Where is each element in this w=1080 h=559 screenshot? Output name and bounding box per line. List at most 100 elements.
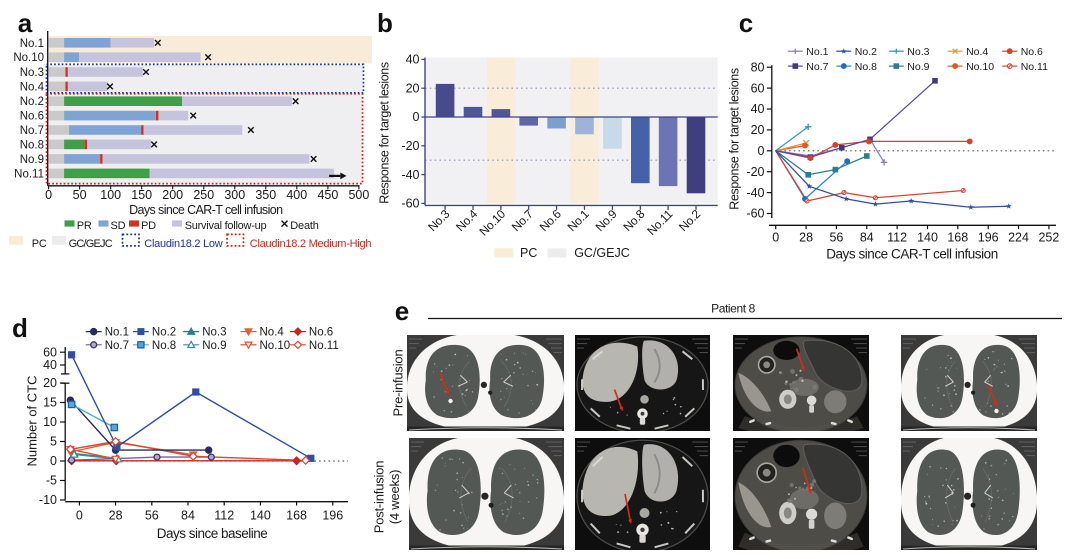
svg-text:-10: -10 (39, 493, 57, 507)
svg-text:No.10: No.10 (966, 61, 994, 73)
svg-text:196: 196 (322, 509, 343, 523)
svg-text:No.6: No.6 (309, 327, 333, 339)
svg-text:No.2: No.2 (20, 96, 44, 108)
svg-text:450: 450 (317, 188, 338, 202)
svg-text:No.11: No.11 (14, 168, 44, 180)
svg-text:PC: PC (520, 246, 537, 260)
svg-text:No.1: No.1 (20, 38, 44, 50)
svg-text:20: 20 (406, 81, 420, 95)
svg-text:GC/GEJC: GC/GEJC (574, 246, 630, 260)
svg-text:e: e (395, 296, 409, 326)
svg-text:80: 80 (751, 60, 765, 74)
svg-text:-40: -40 (746, 186, 764, 200)
svg-text:40: 40 (751, 102, 765, 116)
svg-text:No.4: No.4 (966, 46, 988, 58)
svg-text:84: 84 (181, 509, 195, 523)
svg-text:a: a (18, 8, 33, 38)
svg-text:No.6: No.6 (20, 111, 44, 123)
svg-text:150: 150 (131, 188, 152, 202)
svg-text:No.7: No.7 (20, 125, 44, 137)
svg-text:No.2: No.2 (855, 46, 877, 58)
svg-text:40: 40 (406, 53, 420, 67)
svg-text:No.10: No.10 (13, 52, 44, 64)
svg-text:300: 300 (224, 188, 245, 202)
svg-text:No.2: No.2 (152, 327, 176, 339)
svg-text:224: 224 (1008, 231, 1029, 245)
svg-text:250: 250 (193, 188, 214, 202)
svg-text:SD: SD (111, 220, 126, 232)
svg-text:-20: -20 (401, 139, 419, 153)
svg-text:Days since CAR-T cell infusion: Days since CAR-T cell infusion (826, 247, 998, 262)
svg-text:60: 60 (43, 345, 57, 359)
svg-text:d: d (12, 313, 28, 343)
svg-text:400: 400 (286, 188, 307, 202)
svg-text:No.7: No.7 (806, 61, 828, 73)
svg-text:No.10: No.10 (260, 340, 291, 352)
svg-text:No.1: No.1 (105, 327, 129, 339)
svg-text:56: 56 (145, 509, 159, 523)
svg-text:200: 200 (162, 188, 183, 202)
svg-text:No.4: No.4 (20, 81, 45, 93)
svg-text:10: 10 (43, 415, 57, 429)
svg-text:100: 100 (100, 188, 121, 202)
svg-text:No.1: No.1 (806, 46, 828, 58)
svg-text:No.7: No.7 (105, 340, 129, 352)
svg-text:0: 0 (50, 454, 57, 468)
svg-text:No.8: No.8 (855, 61, 877, 73)
svg-text:Days since CAR-T cell infusion: Days since CAR-T cell infusion (129, 203, 283, 217)
svg-text:196: 196 (978, 231, 999, 245)
svg-text:350: 350 (255, 188, 276, 202)
svg-text:168: 168 (947, 231, 968, 245)
svg-text:112: 112 (214, 509, 234, 523)
svg-text:b: b (377, 8, 393, 38)
svg-text:40: 40 (43, 358, 57, 372)
svg-text:60: 60 (751, 81, 765, 95)
svg-text:No.9: No.9 (907, 61, 929, 73)
svg-text:Claudin18.2 Low: Claudin18.2 Low (144, 238, 223, 250)
svg-text:28: 28 (109, 509, 123, 523)
svg-text:No.6: No.6 (1021, 46, 1043, 58)
svg-text:0: 0 (772, 231, 779, 245)
svg-text:15: 15 (43, 396, 57, 410)
svg-text:20: 20 (751, 123, 765, 137)
svg-text:Survival follow-up: Survival follow-up (185, 220, 267, 232)
svg-text:-20: -20 (746, 165, 764, 179)
svg-text:Days since baseline: Days since baseline (157, 526, 268, 541)
svg-text:-60: -60 (401, 197, 419, 211)
svg-text:56: 56 (829, 231, 843, 245)
svg-text:PC: PC (32, 238, 47, 250)
svg-text:Response for target lesions: Response for target lesions (378, 62, 392, 204)
svg-text:No.3: No.3 (202, 327, 226, 339)
svg-text:Patient 8: Patient 8 (711, 302, 755, 316)
svg-text:0: 0 (758, 144, 765, 158)
svg-text:PR: PR (77, 220, 92, 232)
svg-text:140: 140 (250, 509, 271, 523)
svg-text:PD: PD (141, 220, 156, 232)
svg-text:No.4: No.4 (260, 327, 285, 339)
svg-text:No.8: No.8 (152, 340, 176, 352)
svg-text:0: 0 (76, 509, 83, 523)
svg-text:0: 0 (413, 110, 420, 124)
svg-text:Number of CTC: Number of CTC (25, 375, 40, 466)
svg-text:20: 20 (43, 376, 57, 390)
svg-text:(4 weeks): (4 weeks) (387, 470, 402, 525)
svg-text:No.8: No.8 (20, 139, 44, 151)
svg-text:-5: -5 (46, 474, 57, 488)
svg-text:No.3: No.3 (20, 67, 44, 79)
svg-text:Response for target lesions: Response for target lesions (728, 68, 742, 210)
svg-text:c: c (739, 8, 753, 38)
svg-text:500: 500 (348, 188, 369, 202)
svg-text:112: 112 (887, 231, 907, 245)
svg-text:Claudin18.2 Medium-High: Claudin18.2 Medium-High (250, 238, 372, 250)
svg-text:No.3: No.3 (907, 46, 929, 58)
svg-text:-40: -40 (401, 168, 419, 182)
svg-text:Death: Death (290, 220, 318, 232)
svg-text:-60: -60 (746, 207, 764, 221)
svg-text:5: 5 (50, 435, 57, 449)
svg-text:No.11: No.11 (309, 340, 339, 352)
svg-text:84: 84 (860, 231, 874, 245)
svg-text:0: 0 (45, 188, 52, 202)
svg-text:No.11: No.11 (1021, 61, 1048, 73)
svg-text:140: 140 (917, 231, 938, 245)
svg-text:50: 50 (73, 188, 87, 202)
